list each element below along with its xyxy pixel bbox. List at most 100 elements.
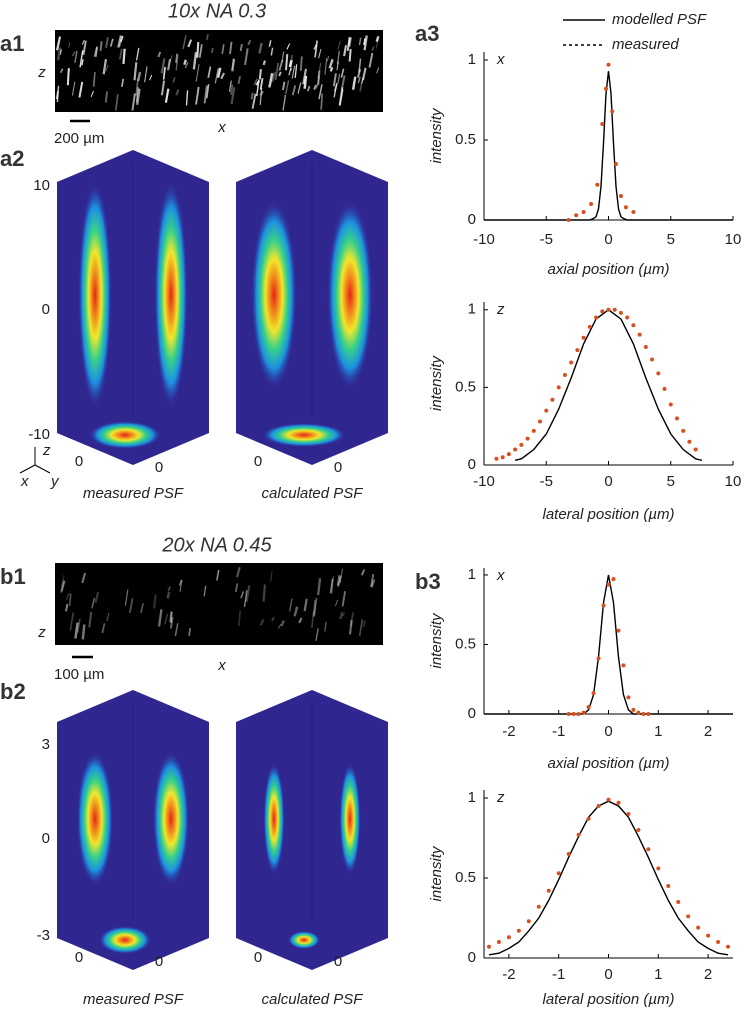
psf-caption: measured PSF bbox=[83, 991, 184, 1008]
streak bbox=[324, 57, 328, 75]
streak bbox=[294, 64, 298, 79]
streak bbox=[338, 87, 344, 106]
streak bbox=[357, 76, 361, 84]
measured-point bbox=[625, 315, 630, 320]
streak bbox=[195, 86, 200, 105]
measured-point bbox=[693, 447, 698, 452]
streak bbox=[121, 78, 125, 88]
panel-label: a1 bbox=[0, 31, 24, 56]
image-axis-label: x bbox=[217, 657, 226, 674]
streak bbox=[268, 72, 274, 88]
axis-glyph bbox=[19, 464, 36, 474]
streak bbox=[363, 35, 368, 51]
streak bbox=[284, 54, 289, 71]
measured-point bbox=[610, 109, 615, 114]
streak bbox=[195, 64, 200, 82]
streak bbox=[297, 82, 302, 94]
streak bbox=[207, 66, 212, 78]
x-tick-label: 5 bbox=[667, 473, 675, 490]
streak bbox=[291, 65, 296, 79]
streak bbox=[229, 41, 233, 55]
psf-tick-label: 0 bbox=[155, 459, 163, 476]
streak bbox=[157, 51, 162, 58]
psf-tick-label: -10 bbox=[28, 426, 50, 443]
measured-point bbox=[681, 428, 686, 433]
image-axis-label: z bbox=[37, 64, 46, 81]
measured-point bbox=[716, 940, 721, 944]
streak bbox=[339, 611, 344, 620]
measured-point bbox=[618, 310, 623, 315]
streak bbox=[316, 76, 320, 89]
y-axis-label: intensity bbox=[428, 354, 445, 411]
x-tick-label: 0 bbox=[604, 723, 612, 740]
streak bbox=[230, 87, 236, 105]
model-line bbox=[488, 800, 729, 956]
model-line bbox=[484, 71, 733, 221]
streak bbox=[329, 578, 334, 594]
streak bbox=[286, 43, 291, 50]
psf-tick-label: 10 bbox=[33, 177, 50, 194]
streak bbox=[288, 59, 293, 68]
streak bbox=[313, 44, 318, 50]
streak bbox=[234, 583, 239, 593]
psf-projection bbox=[251, 200, 297, 390]
streak bbox=[258, 42, 263, 54]
measured-point bbox=[556, 385, 561, 390]
streak bbox=[175, 89, 180, 96]
streak bbox=[312, 600, 317, 617]
streak bbox=[375, 35, 380, 43]
streak bbox=[185, 90, 189, 106]
psf-projection bbox=[76, 751, 114, 886]
streak bbox=[93, 47, 98, 57]
measured-point bbox=[676, 900, 681, 904]
panel-label: b2 bbox=[0, 679, 26, 704]
y-tick-label: 0.5 bbox=[455, 635, 476, 652]
streak bbox=[230, 84, 234, 95]
measured-point bbox=[566, 712, 571, 716]
streak bbox=[65, 592, 70, 601]
streak bbox=[78, 81, 84, 98]
psf-tick-label: 0 bbox=[42, 830, 50, 847]
streak bbox=[114, 93, 119, 111]
x-tick-label: 0 bbox=[604, 966, 612, 983]
streak bbox=[198, 44, 203, 58]
streak bbox=[315, 628, 319, 641]
streak bbox=[187, 39, 193, 48]
x-axis-label: axial position (µm) bbox=[547, 261, 669, 278]
panel-label: b1 bbox=[0, 564, 26, 589]
panel-label: a3 bbox=[415, 21, 439, 46]
measured-point bbox=[589, 202, 594, 206]
streak bbox=[56, 36, 62, 51]
measured-point bbox=[616, 800, 621, 805]
streak bbox=[106, 612, 110, 622]
measured-point bbox=[596, 656, 601, 661]
streak bbox=[336, 575, 341, 586]
streak bbox=[105, 64, 109, 72]
measured-point bbox=[595, 182, 600, 187]
streak bbox=[117, 35, 123, 48]
measured-point bbox=[636, 710, 641, 715]
measured-point bbox=[604, 86, 609, 91]
streak bbox=[362, 620, 366, 628]
microscopy-image bbox=[55, 563, 383, 645]
streak bbox=[81, 572, 87, 584]
measured-point bbox=[643, 345, 648, 350]
streak bbox=[329, 66, 334, 72]
measured-point bbox=[571, 712, 576, 716]
streak bbox=[343, 45, 348, 57]
streak bbox=[339, 568, 343, 584]
streak bbox=[282, 94, 287, 111]
streak bbox=[289, 55, 293, 72]
streak bbox=[59, 579, 65, 594]
x-tick-label: 0 bbox=[604, 231, 612, 248]
streak bbox=[192, 52, 198, 70]
model-line bbox=[484, 574, 733, 715]
streak bbox=[313, 597, 318, 616]
measured-point bbox=[576, 712, 581, 716]
psf-projection bbox=[288, 931, 320, 949]
streak bbox=[368, 52, 374, 68]
psf-projection bbox=[262, 423, 346, 447]
streak bbox=[82, 40, 87, 55]
streak bbox=[245, 585, 251, 603]
streak bbox=[282, 81, 286, 91]
